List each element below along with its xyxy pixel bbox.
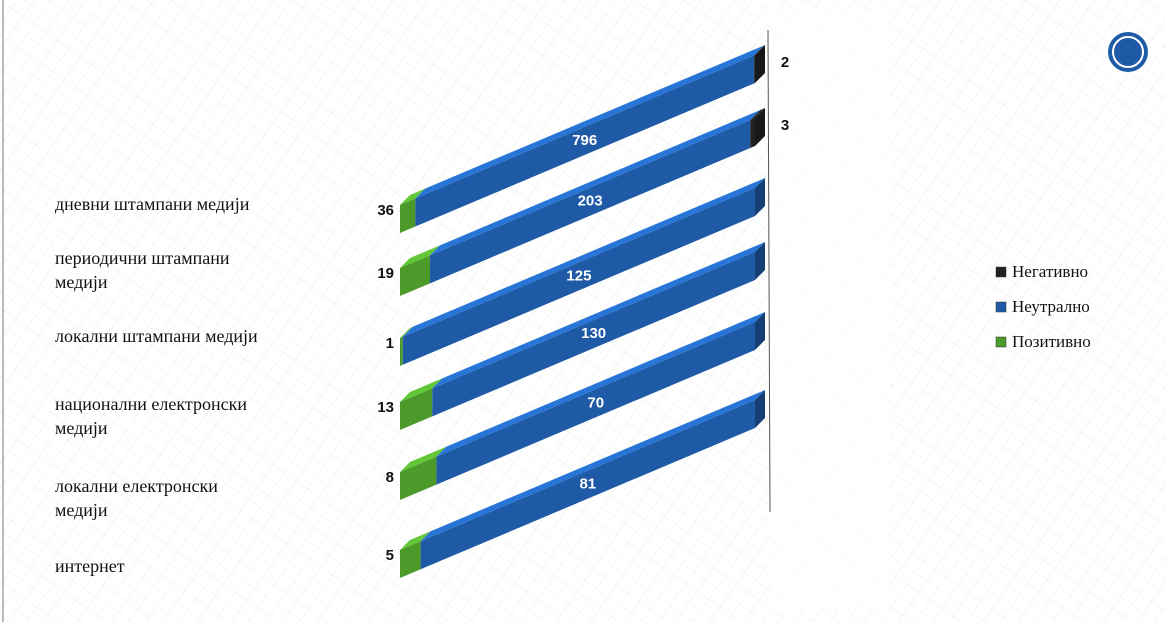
bar-front [415, 55, 755, 227]
bar-front [400, 456, 437, 500]
bar-segment [402, 178, 765, 365]
bar-front [754, 55, 755, 84]
bar-segment [400, 378, 443, 430]
bar-top [432, 242, 765, 389]
bar-segment [400, 326, 413, 366]
bar-top [754, 45, 765, 56]
category-label: национални електронски медији [55, 394, 247, 438]
bar-top [429, 110, 761, 256]
bar-segment [415, 45, 765, 227]
category-label-line: локални електронски [55, 476, 218, 496]
data-label: 70 [587, 394, 604, 411]
bar-segment [400, 188, 426, 233]
bar-end [755, 242, 765, 280]
bar-segment [432, 242, 765, 417]
bar-front [400, 336, 403, 366]
category-label: дневни штампани медији [55, 194, 250, 214]
bar-front [432, 252, 755, 417]
bar-segment [400, 245, 440, 296]
bar-top [400, 446, 447, 472]
bar-top [415, 45, 765, 199]
bar-top [400, 188, 426, 205]
bar-segment [750, 108, 765, 148]
bar-segment [400, 531, 431, 578]
data-label: 36 [377, 202, 394, 219]
bar-front [429, 120, 751, 284]
category-label: периодични штампани медији [55, 248, 230, 292]
bar-front [402, 188, 755, 365]
data-label: 5 [386, 547, 394, 564]
bar-end [755, 45, 765, 83]
bar-segment [420, 390, 765, 570]
legend-label: Неутрално [1012, 297, 1090, 316]
category-label-line: медији [55, 500, 108, 520]
bar-end [755, 312, 765, 350]
bar-top [400, 326, 413, 338]
bar-end [755, 108, 765, 146]
bar-front [420, 400, 755, 570]
bar-end [755, 178, 765, 216]
legend-swatch [995, 266, 1007, 278]
data-label: 19 [377, 265, 394, 282]
data-label: 2 [781, 54, 789, 71]
legend-label: Позитивно [1012, 332, 1091, 351]
background-panel [770, 10, 890, 610]
bar-front [400, 388, 433, 430]
bar-front [400, 541, 421, 578]
category-label-line: периодични штампани [55, 248, 230, 268]
logo-ring [1112, 36, 1144, 68]
category-label: локални електронски медији [55, 476, 218, 520]
data-label: 81 [579, 476, 596, 493]
data-label: 1 [386, 335, 394, 352]
data-label: 203 [578, 193, 603, 210]
data-label: 3 [781, 117, 789, 134]
bar-segment [436, 312, 765, 485]
category-label: интернет [55, 556, 125, 576]
bar-top [750, 108, 765, 120]
data-label: 13 [377, 399, 394, 416]
data-label: 796 [572, 132, 597, 149]
bar-front [400, 198, 416, 233]
data-label: 125 [566, 267, 591, 284]
legend-swatch [995, 301, 1007, 313]
category-label: локални штампани медији [55, 326, 258, 346]
category-label-line: медији [55, 418, 108, 438]
bar-end [755, 390, 765, 428]
bar-front [436, 322, 755, 485]
bar-front [400, 255, 430, 296]
bar-segment [429, 110, 761, 284]
category-label-line: национални електронски [55, 394, 247, 414]
axis-line [767, 29, 771, 513]
bar-segment [400, 446, 447, 500]
data-label: 130 [581, 325, 606, 342]
bar-top [400, 531, 431, 550]
bar-top [402, 178, 765, 337]
bar-front [750, 118, 755, 148]
legend-label: Негативно [1012, 262, 1088, 281]
bar-top [420, 390, 765, 542]
bar-top [400, 245, 440, 268]
legend-swatch [995, 336, 1007, 348]
category-label-line: медији [55, 272, 108, 292]
bar-top [436, 312, 765, 457]
data-label: 8 [386, 469, 394, 486]
bar-top [400, 378, 443, 402]
bar-segment [754, 45, 765, 84]
